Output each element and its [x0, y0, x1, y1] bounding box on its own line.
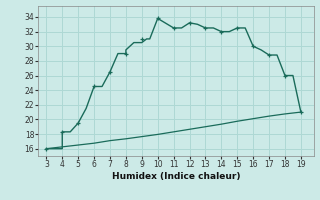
X-axis label: Humidex (Indice chaleur): Humidex (Indice chaleur) — [112, 172, 240, 181]
